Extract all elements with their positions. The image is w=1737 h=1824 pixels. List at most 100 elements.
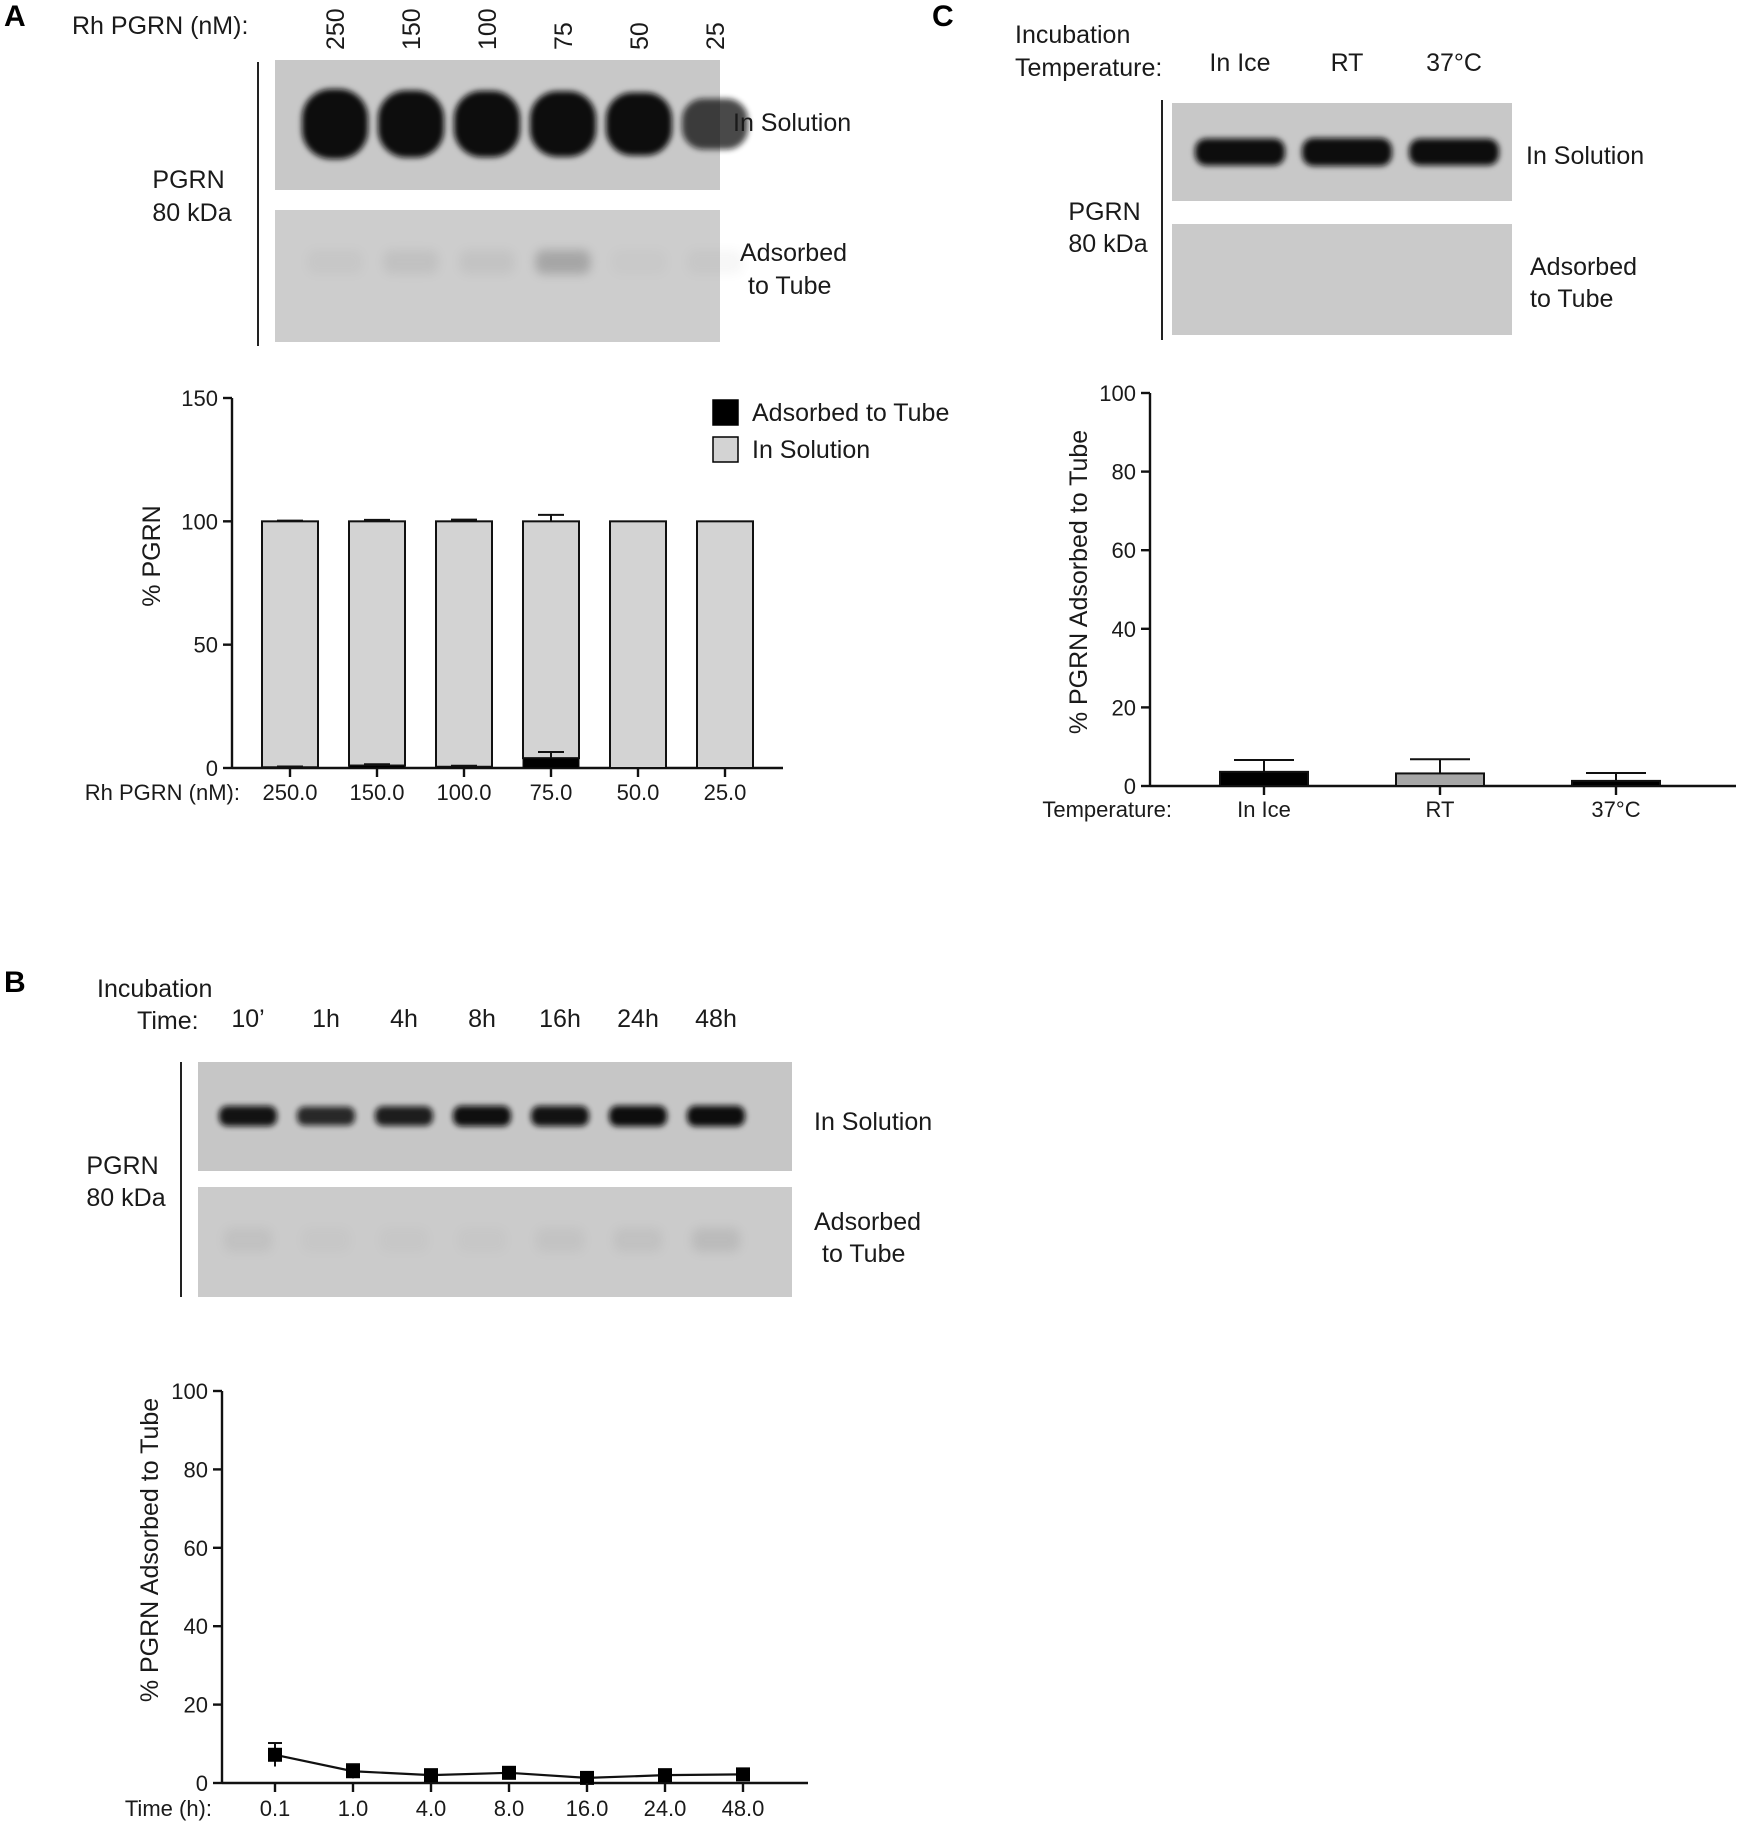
panel-a-bar-in-solution: [261, 520, 319, 769]
panel-b-solution-band: [375, 1106, 433, 1126]
panel-c-header-line-2: Temperature:: [1015, 54, 1162, 82]
panel-b-adsorbed-band: [691, 1228, 741, 1252]
panel-a-x-tick-label: 75.0: [530, 780, 573, 805]
panel-b-x-tick-label: 1.0: [338, 1796, 369, 1821]
panel-a-solution-band: [606, 92, 672, 156]
panel-b-solution-band: [531, 1105, 589, 1127]
panel-c-row-label-adsorbed: Adsorbed to Tube: [1530, 253, 1644, 313]
panel-a-bar-adsorbed: [522, 757, 580, 769]
panel-a-bar-adsorbed: [348, 765, 406, 769]
panel-b-data-point: [736, 1767, 750, 1782]
panel-c-bar: [1571, 779, 1661, 787]
panel-b-data-point: [658, 1768, 672, 1783]
panel-b-row-label-adsorbed: Adsorbed to Tube: [814, 1208, 928, 1268]
panel-c-x-tick-label: RT: [1426, 797, 1455, 822]
panel-b-y-tick-label: 60: [184, 1536, 208, 1561]
panel-c-solution-band: [1302, 137, 1392, 167]
panel-c-y-tick-label: 60: [1112, 538, 1136, 563]
panel-b-lane-label: 1h: [312, 1005, 340, 1033]
panel-b-adsorbed-band: [223, 1228, 273, 1252]
panel-b-lane-label: 4h: [390, 1005, 418, 1033]
panel-b-adsorbed-band: [380, 1228, 428, 1252]
panel-b-y-tick-label: 0: [196, 1771, 208, 1796]
panel-a-adsorbed-membrane: [275, 210, 720, 342]
panel-c-blot: Incubation Temperature: In Ice RT 37°C PGR…: [1015, 21, 1644, 340]
panel-a-bar-in-solution: [609, 520, 667, 769]
panel-b-header-line-2: Time:: [137, 1007, 199, 1035]
panel-a-y-tick-label: 50: [194, 633, 218, 658]
panel-a-solution-band: [682, 98, 748, 150]
panel-a-solution-band: [378, 90, 444, 158]
panel-b-lane-label: 10’: [231, 1005, 264, 1033]
panel-c-adsorbed-membrane: [1172, 224, 1512, 335]
panel-a-y-axis-label: % PGRN: [138, 505, 166, 606]
panel-a-stacked-bar-chart: % PGRN Rh PGRN (nM): Adsorbed to Tube In…: [85, 386, 950, 805]
panel-b-data-point: [580, 1770, 594, 1785]
panel-b-x-tick-label: 48.0: [722, 1796, 765, 1821]
panel-c-solution-band: [1409, 138, 1499, 166]
panel-a-lane-labels: 250 150 100 75 50 25: [322, 8, 730, 50]
panel-a-row-label-solution: In Solution: [733, 109, 851, 137]
panel-a-bands: [302, 89, 748, 274]
panel-a-x-tick-label: 50.0: [617, 780, 660, 805]
panel-a-lane-label: 75: [550, 22, 578, 50]
panel-b-solution-band: [219, 1105, 277, 1127]
panel-b-data-point: [268, 1747, 282, 1762]
panel-a-letter: A: [4, 0, 26, 33]
panel-c-y-tick-label: 0: [1124, 774, 1136, 799]
panel-a-blot-header-label: Rh PGRN (nM):: [72, 12, 248, 40]
legend-label-solution: In Solution: [752, 436, 870, 464]
panel-b-solution-band: [453, 1105, 511, 1127]
panel-a-x-axis-label: Rh PGRN (nM):: [85, 780, 240, 805]
panel-a-adsorbed-band: [383, 250, 439, 274]
panel-b-adsorbed-band: [458, 1228, 506, 1252]
panel-b-x-axis-label: Time (h):: [125, 1796, 212, 1821]
panel-c-letter: C: [932, 0, 954, 33]
legend-swatch-adsorbed: [712, 399, 739, 426]
panel-a-y-tick-label: 0: [206, 756, 218, 781]
panel-c-bar: [1395, 772, 1485, 788]
panel-a-y-tick-label: 150: [181, 386, 218, 411]
panel-a-solution-band: [530, 91, 596, 157]
panel-a-legend: Adsorbed to Tube In Solution: [712, 399, 949, 464]
panel-b-y-tick-label: 20: [184, 1693, 208, 1718]
panel-b-protein-label: PGRN 80 kDa: [86, 1152, 165, 1212]
panel-a-row-label-adsorbed: Adsorbed to Tube: [740, 239, 854, 300]
panel-a-x-tick-label: 250.0: [262, 780, 317, 805]
panel-a-solution-band: [454, 90, 520, 158]
panel-c-x-axis-label: Temperature:: [1042, 797, 1172, 822]
panel-b-x-tick-label: 16.0: [566, 1796, 609, 1821]
panel-c-lane-labels: In Ice RT 37°C: [1209, 49, 1482, 77]
panel-b-y-axis-label: % PGRN Adsorbed to Tube: [136, 1398, 164, 1702]
legend-swatch-solution: [712, 436, 739, 463]
panel-b-y-tick-label: 80: [184, 1457, 208, 1482]
panel-a-lane-label: 250: [322, 8, 350, 50]
panel-c-y-tick-label: 80: [1112, 460, 1136, 485]
panel-b-adsorbed-band: [535, 1228, 585, 1252]
panel-a-x-tick-label: 150.0: [349, 780, 404, 805]
panel-b-adsorbed-band: [302, 1228, 350, 1252]
panel-b-lane-label: 16h: [539, 1005, 581, 1033]
panel-b-blot: Incubation Time: 10’ 1h 4h 8h 16h 24h 48h PGRN…: [86, 975, 932, 1297]
panel-c-protein-label: PGRN 80 kDa: [1068, 198, 1147, 258]
panel-c-row-label-solution: In Solution: [1526, 142, 1644, 170]
panel-b-line-chart: % PGRN Adsorbed to Tube Time (h): 0 20 40 6…: [125, 1379, 808, 1821]
panel-b-lane-label: 8h: [468, 1005, 496, 1033]
panel-c-header-line-1: Incubation: [1015, 21, 1130, 49]
panel-b-header-line-1: Incubation: [97, 975, 212, 1003]
panel-b-x-tick-label: 4.0: [416, 1796, 447, 1821]
panel-a-lane-label: 150: [398, 8, 426, 50]
panel-b-data-point: [346, 1764, 360, 1779]
panel-c-bar: [1219, 770, 1309, 787]
panel-a-lane-label: 25: [702, 22, 730, 50]
panel-b-solution-band: [687, 1105, 745, 1127]
panel-a-y-tick-label: 100: [181, 509, 218, 534]
panel-a-bar-in-solution: [522, 520, 580, 760]
panel-b-letter: B: [4, 966, 26, 999]
panel-a-blot: Rh PGRN (nM): 250 150 100 75 50 25 PGRN 80 kD…: [72, 8, 854, 346]
panel-c-x-tick-label: In Ice: [1237, 797, 1291, 822]
panel-c-y-tick-label: 20: [1112, 695, 1136, 720]
panel-a-adsorbed-band: [307, 250, 363, 274]
panel-b-x-tick-label: 8.0: [494, 1796, 525, 1821]
